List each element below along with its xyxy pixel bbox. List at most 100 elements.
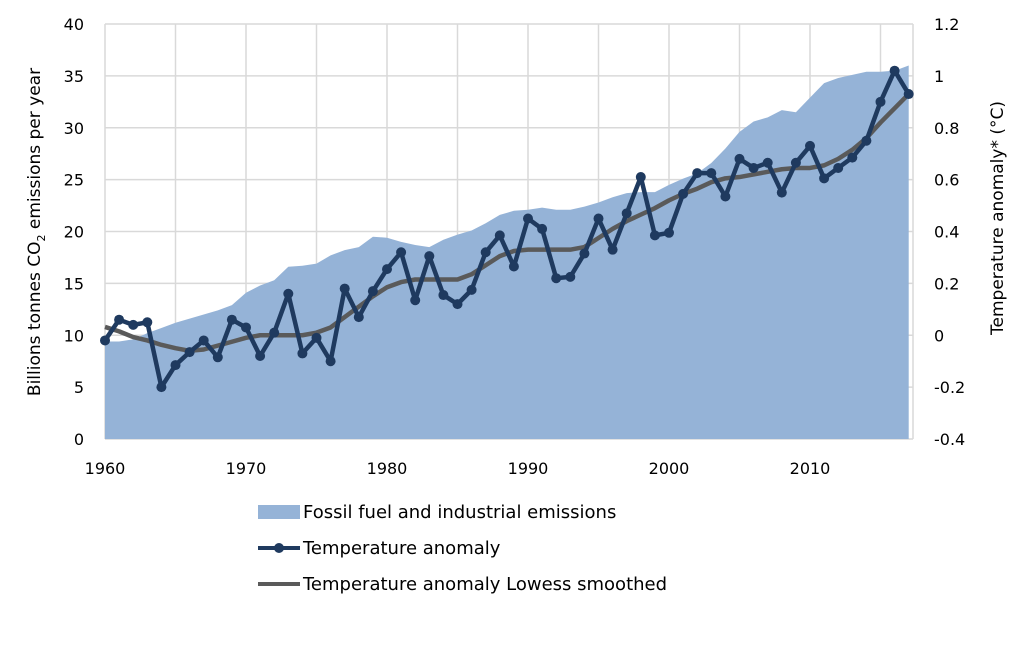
- temperature-data-point: [819, 173, 830, 184]
- temperature-data-point: [297, 348, 308, 359]
- temperature-data-point: [790, 157, 801, 168]
- y-axis-right-ticks: -0.4 -0.2 0 0.2 0.4 0.6 0.8 1 1.2: [934, 15, 965, 449]
- legend-item-temperature: Temperature anomaly: [258, 530, 667, 566]
- y-tick-label: 40: [64, 15, 84, 34]
- temperature-data-point: [692, 168, 703, 179]
- temperature-data-point: [410, 295, 421, 306]
- y2-tick-label: 1.2: [934, 15, 959, 34]
- y-tick-label: 25: [64, 171, 84, 190]
- temperature-data-point: [100, 335, 110, 346]
- y-axis-left-ticks: 0 5 10 15 20 25 30 35 40: [64, 15, 84, 449]
- temperature-data-point: [579, 248, 590, 259]
- temperature-data-point: [706, 168, 717, 179]
- temperature-data-point: [861, 135, 872, 146]
- temperature-data-point: [847, 152, 858, 163]
- temperature-data-point: [283, 288, 294, 299]
- y2-tick-label: 0: [934, 326, 944, 345]
- y-tick-label: 20: [64, 223, 84, 242]
- temperature-data-point: [396, 247, 407, 258]
- temperature-data-point: [466, 284, 477, 295]
- temperature-data-point: [734, 153, 745, 164]
- y2-tick-label: 0.8: [934, 119, 959, 138]
- temperature-data-point: [114, 314, 125, 325]
- temperature-data-point: [833, 162, 844, 173]
- y-tick-label: 35: [64, 67, 84, 86]
- temperature-data-point: [241, 322, 251, 333]
- x-tick-label: 2000: [649, 459, 690, 478]
- y2-tick-label: -0.2: [934, 378, 965, 397]
- temperature-data-point: [537, 223, 548, 234]
- temperature-data-point: [805, 140, 815, 151]
- legend-label: Fossil fuel and industrial emissions: [303, 501, 617, 523]
- temperature-data-point: [438, 290, 449, 301]
- x-axis-ticks: 1960 1970 1980 1990 2000 2010: [85, 459, 831, 478]
- y-tick-label: 0: [74, 430, 84, 449]
- temperature-data-point: [664, 227, 674, 238]
- temperature-data-point: [903, 89, 914, 100]
- y-axis-left-title: Billions tonnes CO2 emissions per year: [25, 68, 48, 396]
- x-tick-label: 1960: [85, 459, 126, 478]
- y2-tick-label: 0.4: [934, 223, 959, 242]
- temperature-data-point: [762, 157, 773, 168]
- temperature-data-point: [508, 261, 519, 272]
- temperature-anomaly-line: [103, 68, 911, 390]
- temperature-anomaly-markers: [100, 65, 914, 393]
- temperature-data-point: [198, 335, 209, 346]
- temperature-data-point: [889, 65, 900, 76]
- line-icon: [258, 577, 300, 591]
- temperature-data-point: [212, 352, 223, 363]
- temperature-data-point: [494, 230, 505, 241]
- legend-item-lowess: Temperature anomaly Lowess smoothed: [258, 566, 667, 602]
- y2-tick-label: 0.2: [934, 274, 959, 293]
- temperature-data-point: [339, 283, 350, 294]
- y-tick-label: 5: [74, 378, 84, 397]
- y-tick-label: 15: [64, 274, 84, 293]
- legend-item-emissions: Fossil fuel and industrial emissions: [258, 494, 667, 530]
- temperature-data-point: [649, 230, 660, 241]
- temperature-data-point: [184, 347, 195, 358]
- temperature-data-point: [382, 264, 392, 275]
- temperature-data-point: [255, 351, 266, 361]
- temperature-data-point: [452, 299, 463, 310]
- temperature-data-point: [480, 247, 491, 258]
- temperature-data-point: [776, 187, 787, 198]
- temperature-data-point: [142, 317, 153, 328]
- temperature-data-point: [551, 273, 562, 284]
- y2-tick-label: -0.4: [934, 430, 965, 449]
- temperature-data-point: [424, 251, 435, 262]
- temperature-data-point: [367, 286, 378, 297]
- line-with-marker-icon: [258, 541, 300, 555]
- temperature-data-point: [311, 332, 322, 343]
- temperature-data-point: [635, 172, 646, 183]
- x-tick-label: 2010: [790, 459, 831, 478]
- y2-tick-label: 0.6: [934, 171, 959, 190]
- legend: Fossil fuel and industrial emissions Tem…: [258, 494, 667, 602]
- temperature-data-point: [875, 96, 886, 107]
- temperature-data-point: [593, 213, 604, 224]
- y-axis-right-title: Temperature anomaly* (°C): [988, 101, 1008, 336]
- temperature-data-point: [226, 314, 237, 325]
- temperature-data-point: [353, 312, 364, 323]
- temperature-data-point: [678, 188, 689, 199]
- area-swatch-icon: [258, 505, 300, 519]
- y-tick-label: 30: [64, 119, 84, 138]
- temperature-data-point: [170, 360, 181, 371]
- legend-label: Temperature anomaly: [303, 537, 501, 559]
- temperature-data-point: [607, 244, 618, 255]
- temperature-data-point: [128, 319, 139, 330]
- temperature-data-point: [621, 208, 632, 219]
- temperature-data-point: [523, 213, 533, 224]
- temperature-data-point: [748, 162, 759, 173]
- temperature-data-point: [720, 191, 731, 202]
- temperature-data-point: [156, 382, 167, 393]
- legend-label: Temperature anomaly Lowess smoothed: [303, 573, 668, 595]
- x-tick-label: 1970: [226, 459, 267, 478]
- x-tick-label: 1980: [367, 459, 408, 478]
- x-tick-label: 1990: [508, 459, 549, 478]
- y2-tick-label: 1: [934, 67, 944, 86]
- temperature-data-point: [565, 271, 576, 282]
- temperature-data-point: [269, 327, 280, 338]
- temperature-data-point: [325, 356, 336, 367]
- y-tick-label: 10: [64, 326, 84, 345]
